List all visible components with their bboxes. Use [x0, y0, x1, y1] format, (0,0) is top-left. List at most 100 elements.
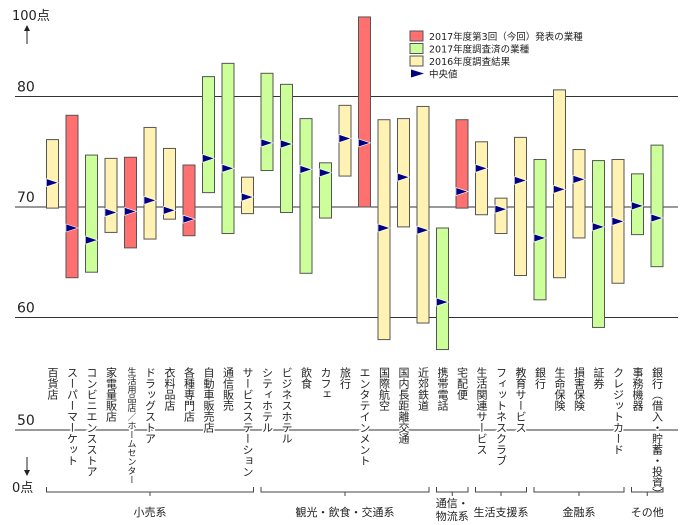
- bar-prev: [514, 136, 527, 277]
- legend-label: 2017年度調査済の業種: [429, 44, 530, 56]
- y-axis: 100点 0点: [12, 9, 50, 496]
- median-marker-icon: [104, 208, 118, 217]
- median-marker-icon: [163, 205, 177, 215]
- bar-surveyed: [85, 154, 98, 273]
- group-bracket: [631, 487, 664, 496]
- category-label: 近郊鉄道: [417, 367, 430, 411]
- y-axis-bottom-label: 0点: [12, 481, 33, 496]
- legend: 2017年度第3回（今回）発表の業種2017年度調査済の業種2016年度調査結果…: [409, 30, 583, 81]
- group-label: 生活支援系: [474, 505, 529, 519]
- category-label: 証券: [592, 367, 605, 389]
- bar-surveyed: [260, 72, 274, 172]
- category-label: フィットネスクラブ: [495, 367, 508, 466]
- y-tick-label: 70: [17, 190, 35, 206]
- group-bracket: [533, 487, 625, 496]
- category-label: エンタテインメント: [358, 367, 371, 466]
- median-marker-icon: [143, 195, 157, 205]
- category-label: コンビニエンスストア: [85, 367, 98, 477]
- bar-surveyed: [533, 158, 547, 301]
- bar-surveyed: [650, 144, 664, 268]
- median-marker-icon: [514, 176, 528, 185]
- bar-prev: [416, 105, 430, 324]
- category-label: 国際航空: [378, 367, 391, 411]
- bar-surveyed: [436, 227, 449, 351]
- bar-current: [358, 16, 371, 208]
- median-marker-icon: [46, 178, 60, 188]
- median-marker-icon: [611, 216, 625, 226]
- bar-prev: [397, 118, 410, 228]
- category-label: 損害保険: [573, 366, 586, 412]
- group-bracket: [475, 487, 527, 496]
- group-label: 金融系: [563, 505, 596, 519]
- median-marker-icon: [377, 223, 391, 233]
- group-label-line: 物流系: [436, 509, 469, 523]
- bar-prev: [143, 126, 157, 240]
- category-label: 衣料品店: [163, 366, 176, 411]
- median-marker-icon: [475, 163, 489, 173]
- bar-current: [182, 164, 196, 237]
- median-marker-icon: [358, 138, 372, 148]
- group-label-line: 金融系: [563, 505, 596, 519]
- legend-swatch-surveyed: [409, 43, 424, 54]
- bars: [46, 16, 664, 351]
- group-label: その他: [631, 506, 664, 519]
- median-marker-icon: [553, 184, 567, 194]
- category-label: 銀行: [534, 366, 547, 390]
- category-label: 生活用品店／ホームセンター: [126, 366, 137, 484]
- legend-label: 2017年度第3回（今回）発表の業種: [429, 31, 583, 43]
- category-label: 家電量販店: [105, 366, 118, 422]
- group-label: 通信・物流系: [436, 497, 469, 523]
- category-label: 旅行: [339, 366, 352, 390]
- category-label: スーパーマーケット: [66, 367, 79, 466]
- group-label: 小売系: [134, 506, 167, 519]
- bar-prev: [46, 139, 59, 209]
- bar-current: [65, 114, 79, 279]
- bar-surveyed: [319, 162, 332, 219]
- median-marker-icon: [572, 174, 586, 184]
- category-label: 生命保険: [553, 366, 566, 412]
- median-marker-icon: [397, 172, 411, 182]
- median-marker-icon: [455, 187, 469, 196]
- bar-current: [124, 156, 137, 249]
- y-tick-label: 60: [17, 301, 35, 317]
- bar-surveyed: [299, 118, 313, 274]
- median-marker-icon: [124, 207, 138, 216]
- category-label: 生活関連サービス: [475, 366, 488, 455]
- down-arrow-head: [24, 470, 30, 476]
- median-marker-icon: [182, 214, 196, 224]
- category-label: 宅配便: [456, 366, 469, 401]
- median-marker-icon: [494, 204, 508, 214]
- median-marker-icon: [436, 297, 450, 307]
- median-marker-icon: [241, 192, 255, 202]
- median-marker-icon: [533, 233, 547, 243]
- group-bracket: [436, 487, 469, 496]
- category-label: サービスステーション: [241, 367, 254, 477]
- category-label: 国内長距離交通: [397, 367, 410, 444]
- median-marker-icon: [202, 153, 216, 163]
- median-marker-icon: [338, 134, 352, 143]
- median-marker-icon: [631, 201, 645, 211]
- up-arrow-head: [24, 25, 30, 31]
- bar-surveyed: [221, 62, 235, 235]
- legend-label: 2016年度調査結果: [429, 56, 511, 68]
- category-label: 各種専門店: [183, 366, 196, 422]
- y-tick-label: 80: [17, 80, 35, 96]
- group-label-line: 観光・飲食・交通系: [296, 505, 395, 519]
- median-marker-icon: [416, 225, 430, 235]
- group-bracket: [46, 487, 254, 496]
- category-label: 銀行（借入・貯蓄・投資）: [651, 366, 664, 499]
- category-label: クレジットカード: [612, 367, 625, 455]
- category-labels: 百貨店 スーパーマーケット コンビニエンスストア 家電量販店 生活用品店／ホームセンター…: [45, 364, 666, 500]
- bar-current: [455, 119, 469, 209]
- legend-swatch-current: [409, 30, 424, 42]
- category-groups: 小売系 観光・飲食・交通系 通信・物流系 生活支援系 金融系 その他: [46, 487, 664, 523]
- group-label-line: 通信・: [436, 497, 469, 510]
- group-label-line: その他: [631, 506, 664, 519]
- group-label-line: 生活支援系: [474, 505, 529, 519]
- group-label-line: 小売系: [134, 506, 167, 519]
- y-tick-label: 50: [17, 413, 35, 429]
- category-label: 通信販売: [222, 367, 235, 412]
- median-marker-icon: [65, 223, 79, 233]
- category-label: 教育サービス: [514, 367, 527, 433]
